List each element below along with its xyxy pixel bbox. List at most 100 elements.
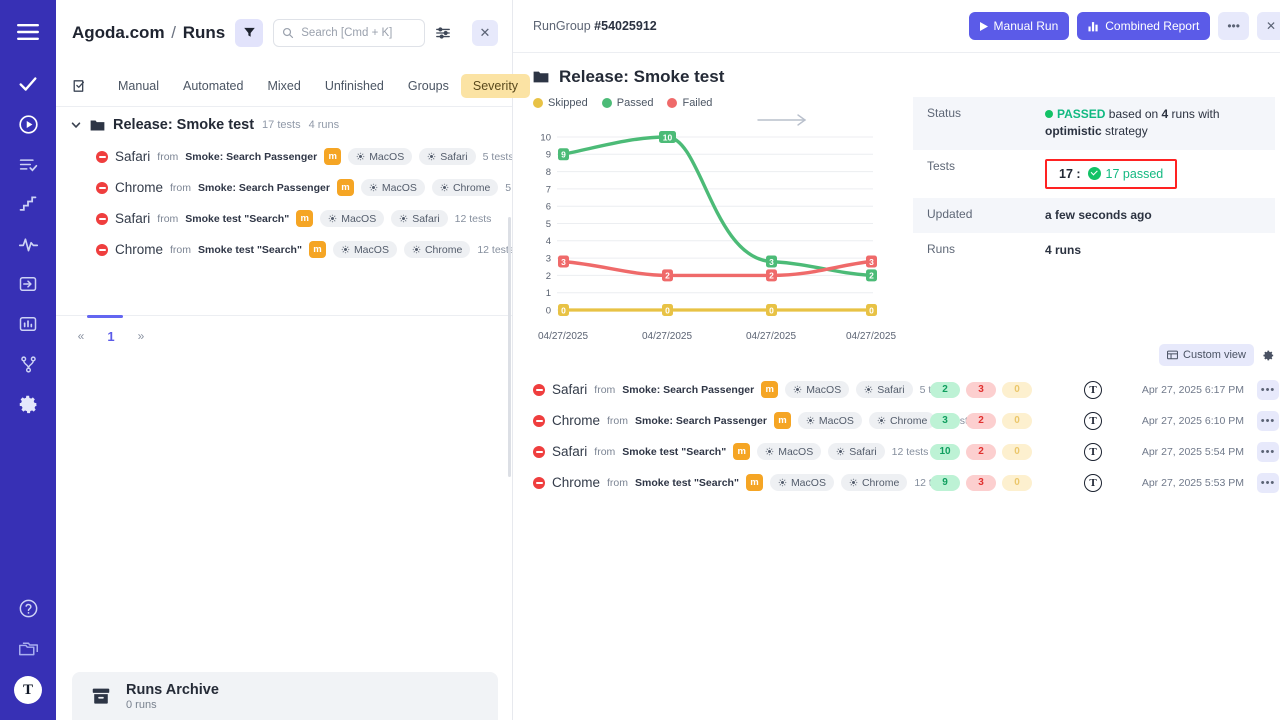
chevron-down-icon[interactable] [70,119,82,131]
branch-icon[interactable] [0,344,56,384]
tab-groups[interactable]: Groups [407,78,449,93]
os-label: MacOS [341,212,377,225]
os-pill: MacOS [757,443,822,460]
tab-automated[interactable]: Automated [183,78,244,93]
legend-label: Passed [616,97,654,109]
row-more-button[interactable]: ••• [1257,410,1279,431]
manual-run-button[interactable]: Manual Run [968,12,1070,40]
search-placeholder: Search [Cmd + K] [301,26,393,39]
detail-summary-area: Skipped Passed Failed [513,87,1280,342]
status-runs-count: 4 [1161,107,1169,121]
custom-view-button[interactable]: Custom view [1159,344,1254,366]
tab-severity[interactable]: Severity [460,73,531,98]
x-tick: 04/27/2025 [537,331,589,342]
search-input[interactable]: Search [Cmd + K] [273,18,426,47]
fail-circle-icon [533,414,545,427]
tests-value: 17 : 17 passed [1031,150,1275,198]
tab-unfinished[interactable]: Unfinished [324,78,384,93]
runs-value: 4 runs [1045,243,1082,258]
table-row[interactable]: Safari from Smoke test "Search" m MacOS … [513,436,1280,467]
skipped-count: 0 [1002,443,1032,460]
svg-text:0: 0 [869,305,874,315]
legend-skipped[interactable]: Skipped [533,97,588,109]
table-row[interactable]: Safari from Smoke: Search Passenger m Ma… [513,374,1280,405]
close-panel-button[interactable]: ✕ [1256,12,1280,40]
close-icon[interactable]: ✕ [472,19,498,46]
run-from-label: from [607,476,629,489]
os-pill: MacOS [332,241,397,258]
runs-table: Safari from Smoke: Search Passenger m Ma… [513,370,1280,498]
run-counts: 2 3 0 [930,381,1070,398]
activity-icon[interactable] [0,224,56,264]
import-icon[interactable] [0,264,56,304]
list-item[interactable]: Chrome from Smoke test "Search" m MacOS … [56,234,512,265]
browser-pill: Safari [419,148,476,165]
pagination-next[interactable]: » [137,329,145,343]
pagination-divider [56,314,512,318]
table-row: Runs 4 runs [913,233,1275,268]
list-item[interactable]: Chrome from Smoke: Search Passenger m Ma… [56,172,512,203]
legend-label: Skipped [548,97,588,109]
breadcrumb-project[interactable]: Agoda.com [72,22,165,42]
pagination-prev[interactable]: « [77,329,85,343]
svg-text:3: 3 [769,257,774,267]
pagination-page-1[interactable]: 1 [107,328,115,344]
run-from-label: from [594,445,616,458]
scrollbar[interactable] [508,217,511,477]
run-group-row[interactable]: Release: Smoke test 17 tests 4 runs [56,107,512,141]
svg-text:2: 2 [546,271,551,282]
svg-text:0: 0 [665,305,670,315]
row-more-button[interactable]: ••• [1257,441,1279,462]
table-row[interactable]: Chrome from Smoke: Search Passenger m Ma… [513,405,1280,436]
more-options-button[interactable]: ••• [1218,12,1249,40]
svg-text:7: 7 [546,184,551,195]
run-source: Smoke test "Search" [635,476,739,489]
run-name: Chrome [115,242,164,257]
row-more-button[interactable]: ••• [1257,379,1279,400]
sliders-icon[interactable] [435,25,451,41]
folder-icon[interactable] [0,628,56,668]
tab-mixed[interactable]: Mixed [267,78,301,93]
status-mid2: runs with [1168,107,1220,121]
fail-circle-icon [533,476,545,489]
chart-canvas: 10 9 8 7 6 5 4 3 2 1 0 [533,113,896,342]
row-more-button[interactable]: ••• [1257,472,1279,493]
series-passed-line [561,135,873,278]
legend-label: Failed [682,97,713,109]
list-item[interactable]: Safari from Smoke: Search Passenger m Ma… [56,141,512,172]
failed-count: 2 [966,443,996,460]
runs-table-toolbar: Custom view [513,328,1280,370]
checklist-icon[interactable] [72,78,88,94]
pagination: « 1 » [56,314,512,348]
check-icon[interactable] [0,64,56,104]
legend-failed[interactable]: Failed [667,97,712,109]
os-label: MacOS [818,414,854,427]
chart-scroll-arrow [757,114,807,126]
run-group-tests: 17 tests [262,119,301,131]
tests-highlight: 17 : 17 passed [1045,158,1178,189]
list-check-icon[interactable] [0,144,56,184]
custom-view-label: Custom view [1183,349,1246,361]
avatar: m [296,210,314,227]
avatar[interactable]: T [14,676,42,704]
run-group-title: Release: Smoke test [113,117,255,133]
chart-bar-icon[interactable] [0,304,56,344]
runs-archive-card[interactable]: Runs Archive 0 runs [72,672,498,720]
hamburger-icon[interactable] [0,0,56,64]
svg-text:8: 8 [546,167,551,178]
avatar: m [336,179,354,196]
list-item[interactable]: Safari from Smoke test "Search" m MacOS … [56,203,512,234]
legend-passed[interactable]: Passed [601,97,654,109]
combined-report-button[interactable]: Combined Report [1077,12,1211,40]
gear-icon[interactable] [0,384,56,424]
table-row[interactable]: Chrome from Smoke test "Search" m MacOS … [513,467,1280,498]
check-circle-icon [1087,167,1101,181]
play-circle-icon[interactable] [0,104,56,144]
folder-icon [90,119,105,132]
help-circle-icon[interactable] [0,588,56,628]
tab-manual[interactable]: Manual [118,78,159,93]
gear-icon[interactable] [1260,347,1277,364]
steps-icon[interactable] [0,184,56,224]
funnel-icon[interactable] [235,18,264,47]
skipped-count: 0 [1002,474,1032,491]
